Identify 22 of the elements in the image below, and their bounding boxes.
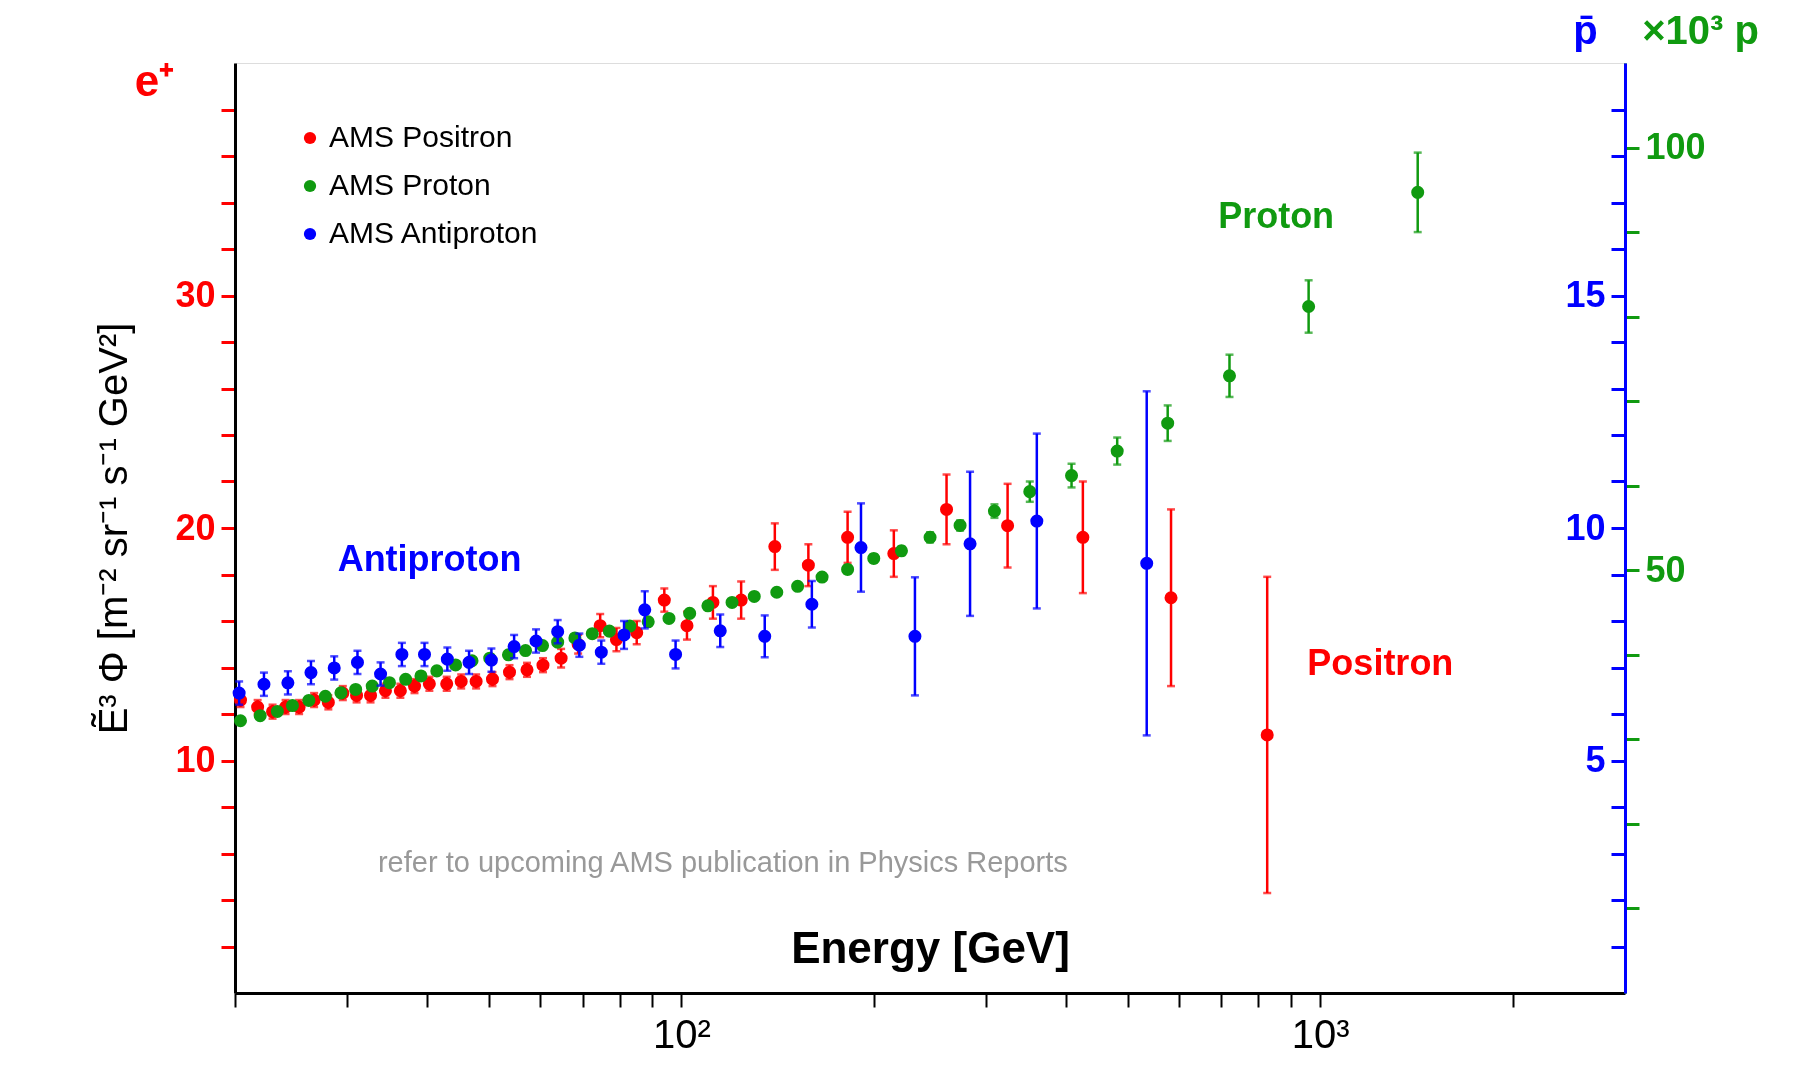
legend-label: AMS Antiproton xyxy=(329,216,538,249)
y-tick-label: 20 xyxy=(175,506,216,548)
y2-tick-label: 10 xyxy=(1565,506,1606,548)
x-tick-label: 10³ xyxy=(1291,1011,1350,1056)
y2-axis-title: p̄ xyxy=(1573,7,1598,52)
x-tick-label: 10² xyxy=(653,1011,711,1056)
y2-tick-label: 15 xyxy=(1565,274,1606,315)
y-tick-label: 10 xyxy=(175,739,216,780)
y3-tick-label: 100 xyxy=(1645,126,1706,168)
legend-label: AMS Positron xyxy=(329,120,513,153)
annotation: Proton xyxy=(1218,195,1335,237)
annotation: refer to upcoming AMS publication in Physics Reports xyxy=(377,845,1068,878)
annotation: Positron xyxy=(1307,641,1454,683)
y2-tick-label: 5 xyxy=(1585,739,1606,780)
y-axis-title: Ẽ³ Φ [m⁻² sr⁻¹ s⁻¹ GeV²] xyxy=(91,322,136,735)
y3-tick-label: 50 xyxy=(1645,548,1686,590)
legend-label: AMS Proton xyxy=(329,168,491,201)
text: e⁺ xyxy=(134,55,175,105)
annotation: Antiproton xyxy=(337,537,522,579)
x-axis-title: Energy [GeV] xyxy=(791,922,1070,972)
y3-axis-title: ×10³ p xyxy=(1642,7,1759,52)
y-tick-label: 30 xyxy=(175,274,216,315)
